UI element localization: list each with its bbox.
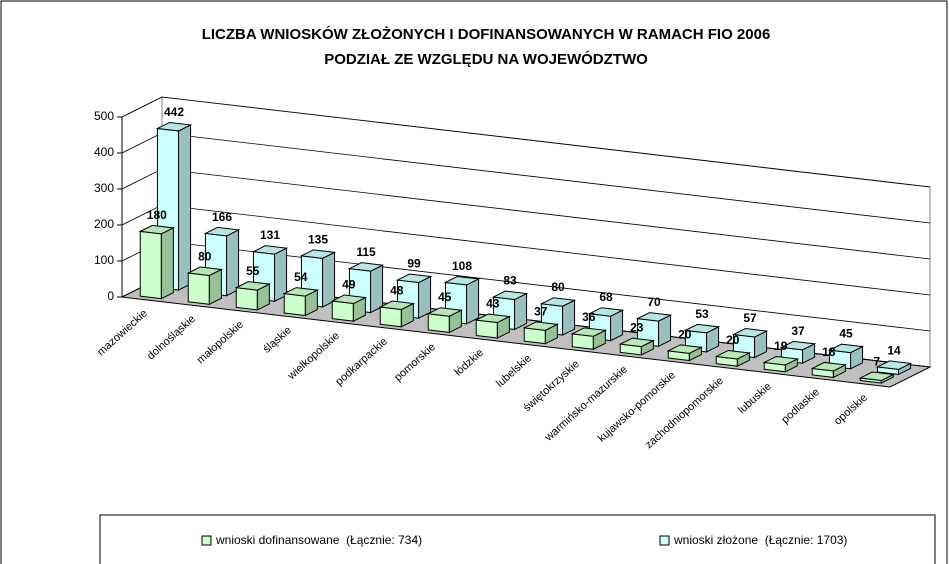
value-label: 36 [582, 310, 596, 324]
bar-top [522, 321, 560, 331]
bar-side [178, 124, 192, 291]
value-label: 19 [774, 339, 788, 353]
bar-top [251, 245, 289, 255]
value-label: 23 [630, 321, 644, 335]
bar-top [186, 266, 224, 276]
bar-top [155, 121, 193, 132]
bar-top [666, 344, 704, 354]
value-label: 37 [534, 304, 548, 318]
bar-top [539, 297, 577, 307]
bar-top [347, 262, 385, 272]
legend-label: wnioski złożone (Łącznie: 1703) [673, 533, 847, 547]
bar-side [322, 251, 336, 308]
value-label: 18 [822, 345, 836, 359]
bar-top [714, 349, 752, 360]
value-label: 45 [438, 290, 452, 304]
legend-swatch [659, 535, 670, 546]
y-tick-label: 300 [94, 181, 114, 195]
bar-top [587, 307, 625, 317]
value-label: 43 [486, 296, 500, 310]
value-label: 48 [390, 283, 404, 297]
bar-top [858, 371, 896, 382]
bar-top [330, 294, 368, 305]
value-label: 442 [164, 105, 184, 119]
bar-side [370, 264, 384, 314]
value-label: 20 [678, 327, 692, 341]
value-label: 49 [342, 277, 356, 291]
value-label: 57 [743, 311, 757, 325]
value-label: 108 [452, 259, 472, 273]
legend-label: wnioski dofinansowane (Łącznie: 734) [215, 533, 422, 547]
value-label: 54 [294, 270, 308, 284]
bar-front [331, 300, 354, 322]
bar-front [379, 306, 402, 328]
value-label: 166 [212, 210, 232, 224]
value-label: 55 [246, 264, 260, 278]
bar-top [762, 355, 800, 366]
bar-front [235, 287, 258, 311]
bar-side [418, 275, 432, 319]
bar-top [474, 313, 512, 324]
y-tick-label: 100 [94, 253, 114, 267]
value-label: 180 [147, 208, 167, 222]
legend-swatch [201, 535, 212, 546]
bar-front [283, 293, 306, 317]
value-label: 83 [503, 273, 517, 287]
bar-top [234, 281, 272, 291]
value-label: 99 [407, 256, 421, 270]
value-label: 20 [726, 333, 740, 347]
grid-line [121, 96, 931, 188]
bar-top [779, 340, 817, 351]
bar-top [138, 224, 176, 235]
value-label: 135 [308, 232, 328, 246]
bar-top [635, 312, 673, 322]
chart-subtitle: PODZIAŁ ZE WZGLĘDU NA WOJEWÓDZTWO [324, 50, 648, 68]
y-tick-label: 0 [107, 289, 114, 303]
value-label: 80 [198, 249, 212, 263]
bar-side [226, 229, 240, 297]
bar-top [378, 300, 416, 311]
y-tick-label: 200 [94, 217, 114, 231]
value-label: 115 [356, 245, 376, 259]
bar-top [731, 328, 769, 338]
value-label: 14 [887, 343, 901, 357]
y-tick-label: 500 [94, 109, 114, 123]
bar-top [443, 275, 481, 286]
bar-top [299, 249, 337, 259]
value-label: 7 [873, 354, 880, 368]
bar-top [810, 361, 848, 372]
bar-front [139, 230, 162, 300]
bar-top [395, 273, 433, 284]
bar-front [187, 272, 210, 305]
bar-top [282, 287, 320, 297]
y-tick-label: 400 [94, 145, 114, 159]
value-label: 45 [839, 327, 853, 341]
bar-front [427, 313, 450, 333]
bar-front [475, 319, 498, 339]
value-label: 131 [260, 228, 280, 242]
chart-title: LICZBA WNIOSKÓW ZŁOŻONYCH I DOFINANSOWAN… [202, 25, 771, 43]
value-label: 70 [647, 295, 661, 309]
value-label: 37 [791, 324, 805, 338]
value-label: 80 [551, 280, 565, 294]
bar-top [683, 323, 721, 334]
bar-top [491, 290, 529, 301]
bar-side [466, 278, 480, 325]
bar-top [570, 327, 608, 337]
bar-top [618, 337, 656, 348]
bar-top [426, 307, 464, 317]
legend-box [99, 514, 936, 564]
bar-side [160, 227, 174, 300]
value-label: 68 [599, 290, 613, 304]
bar-top [827, 343, 865, 354]
bar-top [875, 360, 913, 370]
value-label: 53 [695, 307, 709, 321]
bar-top [203, 226, 241, 237]
